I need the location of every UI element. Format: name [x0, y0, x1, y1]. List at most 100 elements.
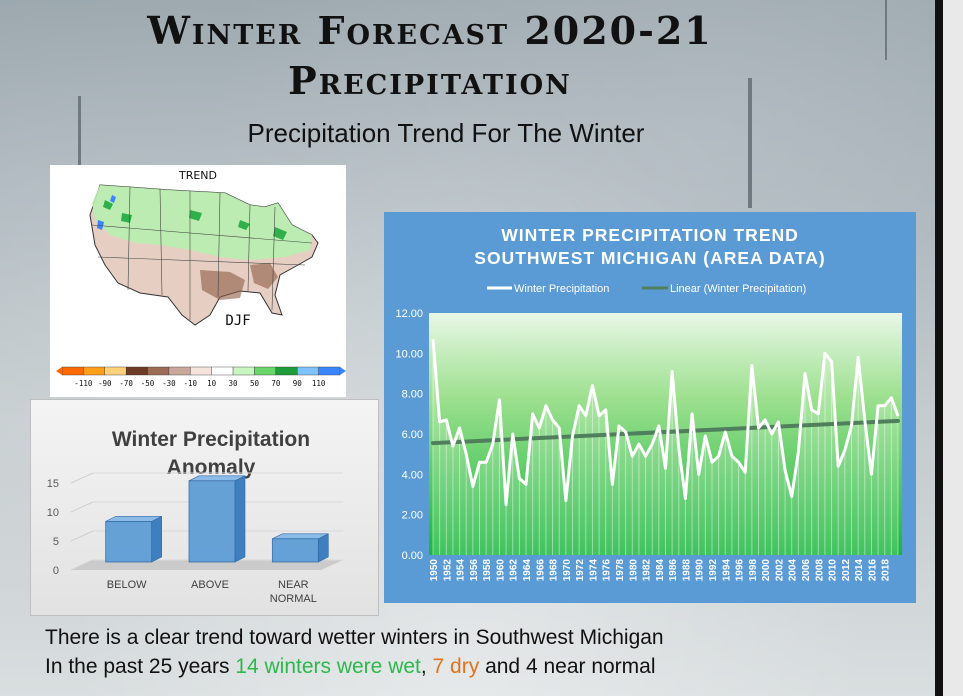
x-tick-label: 1966 [535, 559, 546, 582]
x-tick-label: 1964 [522, 559, 533, 582]
bar-top [188, 475, 246, 482]
x-category-label: ABOVE [191, 579, 229, 591]
y-tick-label: 2.00 [402, 510, 423, 522]
x-tick-label: 1978 [615, 559, 626, 582]
page-title-line2: Precipitation [288, 58, 572, 103]
map-legend-ticks: -110 -90 -70 -50 -30 -10 10 30 50 70 90 110 [74, 379, 326, 388]
legend-tick-label: -90 [98, 379, 112, 388]
x-tick-label: 1972 [575, 559, 586, 582]
y-tick-label: 0.00 [402, 550, 423, 562]
y-tick-label: 0 [53, 565, 59, 577]
legend-tick-label: -70 [119, 379, 133, 388]
x-tick-label: 1960 [495, 559, 506, 582]
y-tick-label: 8.00 [402, 389, 423, 401]
background-pole [748, 78, 752, 208]
x-tick-label: 1988 [681, 559, 692, 582]
x-tick-label: 1950 [429, 559, 440, 582]
summary-wet-count: 14 winters were wet [235, 655, 421, 678]
x-category-label: BELOW [107, 579, 147, 591]
map-trend-label: TREND [178, 169, 217, 182]
y-tick-label: 5 [53, 536, 59, 548]
gridline-diag [70, 559, 94, 571]
x-tick-label: 2008 [814, 559, 825, 582]
x-tick-label: 1970 [562, 559, 573, 582]
x-tick-label: 1976 [602, 559, 613, 582]
x-tick-label: 2004 [788, 559, 799, 582]
x-category-label: NORMAL [270, 593, 317, 605]
y-tick-label: 4.00 [402, 469, 423, 481]
summary-separator: , [420, 655, 433, 678]
chart-floor [71, 560, 343, 570]
map-state-borders [91, 186, 313, 320]
legend-tick-label: 90 [293, 379, 303, 388]
x-tick-label: 2000 [761, 559, 772, 582]
x-tick-label: 1974 [588, 559, 599, 582]
x-tick-label: 1958 [482, 559, 493, 582]
x-tick-label: 2006 [801, 559, 812, 582]
trend-chart-panel: WINTER PRECIPITATION TREND SOUTHWEST MIC… [384, 212, 916, 603]
bar-side [151, 515, 162, 563]
trend-line [431, 418, 900, 446]
legend-swatch [275, 366, 298, 376]
x-tick-label: 1980 [628, 559, 639, 582]
bar [105, 521, 153, 563]
map-wet-region [92, 185, 312, 260]
legend-swatch [168, 366, 191, 376]
gridline-diag [70, 530, 94, 542]
x-tick-label: 2014 [854, 559, 865, 582]
bar-top [105, 516, 162, 522]
trend-chart-title-line2: SOUTHWEST MICHIGAN (AREA DATA) [474, 248, 826, 268]
x-tick-label: 1956 [469, 559, 480, 582]
x-tick-label: 1962 [509, 559, 520, 582]
trend-map: TREND DJF -110 -90 -70 -50 -30 -10 10 30 50 70 90 1… [56, 169, 346, 388]
summary-suffix: and 4 near normal [479, 655, 656, 678]
summary-prefix: In the past 25 years [45, 655, 236, 678]
x-tick-label: 1986 [668, 559, 679, 582]
legend-tick-label: 50 [250, 379, 260, 388]
legend-tick-label: -30 [162, 379, 176, 388]
x-tick-label: 1984 [655, 559, 666, 582]
map-blue-spots [97, 195, 116, 230]
x-tick-label: 1952 [442, 559, 453, 582]
y-tick-label: 12.00 [395, 308, 423, 320]
bar-top [272, 533, 329, 540]
legend-tick-label: -10 [184, 379, 198, 388]
map-dry-region [200, 263, 278, 300]
x-tick-label: 1992 [708, 559, 719, 582]
anomaly-bar-chart: 0 5 10 15 BELOW ABOVE NEAR NORMAL [47, 472, 343, 605]
x-tick-label: 2016 [867, 559, 878, 582]
series-line-precip [431, 339, 900, 507]
bar [271, 538, 319, 563]
x-tick-label: 2002 [774, 559, 785, 582]
legend-swatch [232, 366, 255, 376]
x-tick-label: 1968 [549, 559, 560, 582]
x-tick-label: 1954 [456, 559, 467, 582]
trend-chart-title-line1: WINTER PRECIPITATION TREND [501, 225, 799, 245]
legend-swatch [104, 366, 127, 376]
x-tick-label: 1982 [642, 559, 653, 582]
legend-label-linear: Linear (Winter Precipitation) [670, 283, 806, 295]
map-color-legend [56, 366, 346, 376]
x-tick-label: 2018 [881, 559, 892, 582]
background-pole [885, 0, 887, 60]
y-tick-label: 10 [47, 507, 59, 519]
legend-arrow-left [56, 367, 62, 375]
legend-tick-label: 110 [312, 379, 326, 388]
scrollbar[interactable] [935, 0, 963, 696]
map-season-label: DJF [225, 313, 250, 329]
legend-swatch [318, 366, 341, 376]
summary-line-1: There is a clear trend toward wetter win… [45, 626, 664, 649]
summary-line-2: In the past 25 years 14 winters were wet… [45, 655, 656, 679]
x-tick-label: 2012 [841, 559, 852, 582]
legend-swatch [297, 366, 319, 376]
legend-swatch [61, 366, 84, 376]
trend-map-panel: TREND DJF -110 -90 -70 -50 -30 -10 10 30 50 70 90 1… [50, 165, 346, 397]
y-tick-label: 15 [47, 478, 59, 490]
page-title: Winter Forecast 2020-21 [147, 8, 713, 53]
legend-swatch [190, 366, 212, 376]
summary-dry-count: 7 dry [432, 655, 480, 678]
legend-label-precip: Winter Precipitation [514, 283, 609, 295]
plot-area [429, 313, 902, 555]
x-tick-label: 1996 [735, 559, 746, 582]
legend-tick-label: 70 [271, 379, 281, 388]
